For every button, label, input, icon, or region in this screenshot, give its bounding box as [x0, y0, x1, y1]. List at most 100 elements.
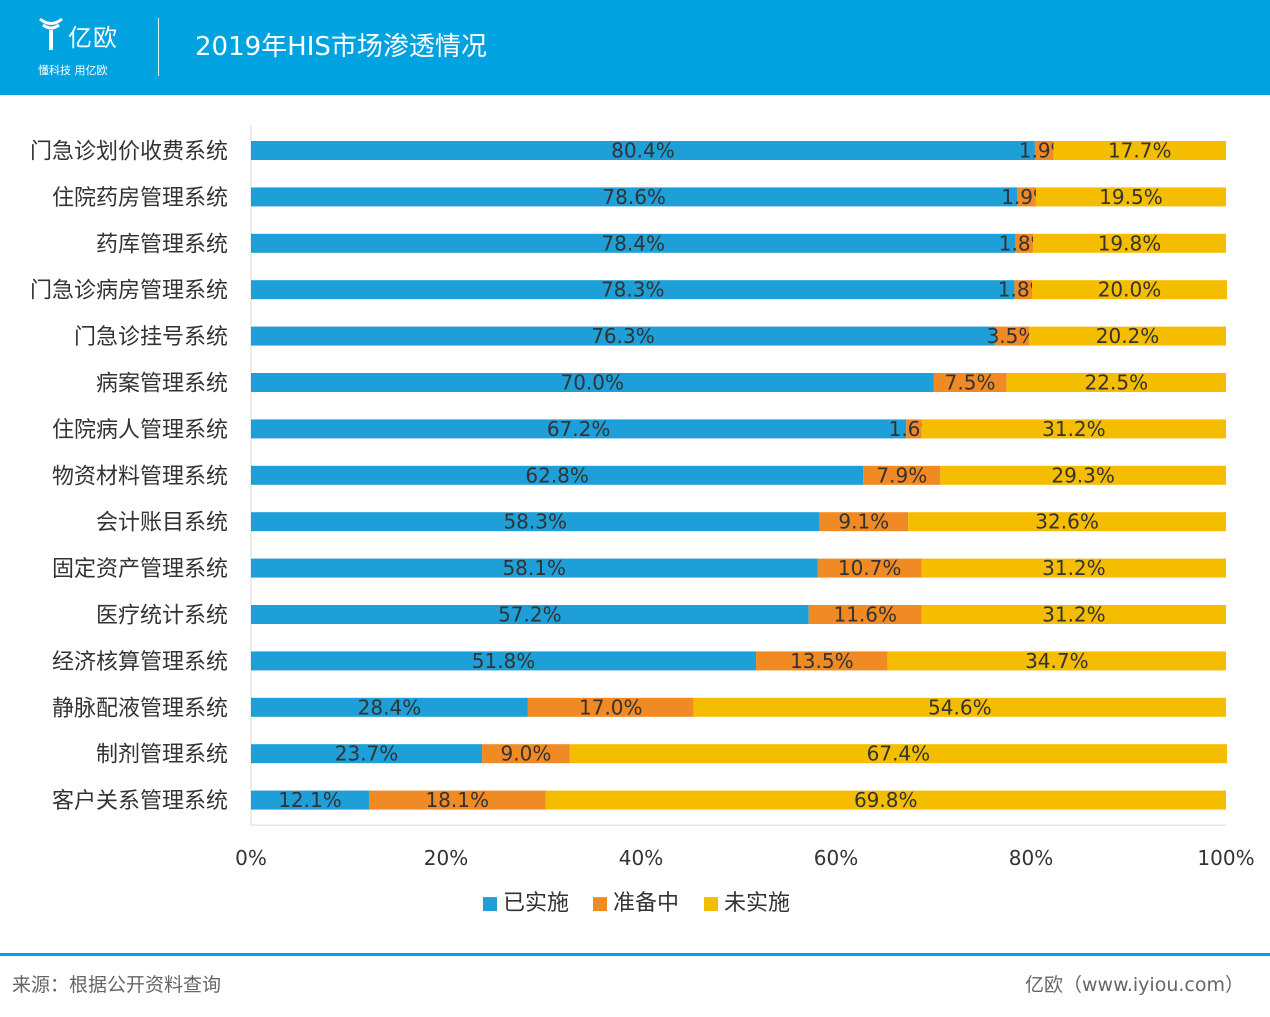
bar-segment-preparing — [527, 697, 694, 717]
data-label: 67.2% — [547, 417, 611, 441]
data-label: 20.0% — [1098, 278, 1162, 302]
data-label: 78.6% — [602, 185, 666, 209]
footer-divider — [0, 953, 1270, 956]
bar-segment-preparing — [994, 326, 1030, 346]
data-label: 19.8% — [1098, 231, 1162, 255]
bar-segment-not-implemented — [921, 419, 1226, 439]
bar-segment-implemented — [251, 744, 483, 764]
bar-segment-not-implemented — [1006, 373, 1226, 392]
legend-label: 已实施 — [503, 891, 569, 916]
category-label: 门急诊挂号系统 — [74, 325, 228, 350]
data-label: 29.3% — [1051, 463, 1115, 487]
data-label: 17.7% — [1108, 139, 1172, 163]
bar-segment-preparing — [863, 465, 941, 485]
bar-segment-not-implemented — [1053, 141, 1226, 160]
data-label: 3.5% — [987, 324, 1038, 348]
data-label: 7.5% — [945, 371, 996, 395]
bar-segment-implemented — [251, 419, 907, 439]
bar-segment-preparing — [482, 744, 570, 764]
bar-segment-not-implemented — [1031, 280, 1227, 300]
bar-segment-preparing — [906, 419, 922, 439]
category-label: 门急诊划价收费系统 — [30, 140, 228, 165]
legend-swatch — [704, 897, 718, 912]
legend-label: 未实施 — [724, 891, 790, 916]
header-divider — [158, 18, 159, 76]
data-label: 70.0% — [560, 371, 624, 395]
data-label: 9.0% — [501, 742, 552, 766]
data-label: 20.2% — [1096, 324, 1160, 348]
bar-segment-preparing — [808, 605, 922, 624]
legend-swatch — [593, 897, 607, 912]
logo-name: 亿欧 — [68, 24, 118, 52]
data-label: 9.1% — [838, 510, 889, 534]
x-tick-label: 40% — [619, 846, 663, 870]
bar-segment-preparing — [368, 790, 546, 810]
bar-segment-preparing — [819, 512, 909, 532]
source-note: 来源：根据公开资料查询 — [12, 974, 222, 996]
bar-segment-implemented — [251, 465, 864, 485]
bar-segment-preparing — [933, 373, 1007, 392]
bar-segment-not-implemented — [693, 697, 1226, 717]
chart-area: 门急诊划价收费系统 80.4% 1.9% 17.7% 住院药房管理系统 78.6% 1.9%… — [0, 95, 1270, 935]
data-label: 54.6% — [928, 695, 992, 719]
legend-swatch — [483, 897, 497, 912]
bar-segment-not-implemented — [1029, 326, 1226, 346]
category-label: 制剂管理系统 — [96, 743, 228, 768]
bar-segment-preparing — [1017, 187, 1036, 207]
bar-segment-implemented — [251, 141, 1035, 160]
logo-slogan: 懂科技 用亿欧 — [38, 64, 108, 77]
data-label: 62.8% — [525, 463, 589, 487]
data-label: 51.8% — [472, 649, 536, 673]
data-label: 31.2% — [1042, 603, 1106, 627]
bar-segment-not-implemented — [569, 744, 1227, 764]
bar-segment-implemented — [251, 790, 369, 810]
data-label: 57.2% — [498, 603, 562, 627]
page-title: 2019年HIS市场渗透情况 — [195, 32, 487, 62]
bar-segment-implemented — [251, 280, 1015, 300]
data-label: 58.1% — [502, 556, 566, 580]
data-label: 69.8% — [854, 788, 918, 812]
logo-icon — [39, 17, 63, 50]
data-label: 18.1% — [425, 788, 489, 812]
category-label: 医疗统计系统 — [96, 604, 228, 629]
data-label: 11.6% — [833, 603, 897, 627]
data-label: 10.7% — [838, 556, 902, 580]
data-label: 22.5% — [1085, 371, 1149, 395]
bar-segment-implemented — [251, 651, 757, 671]
data-label: 78.3% — [601, 278, 665, 302]
legend-label: 准备中 — [613, 891, 679, 916]
bar-segment-preparing — [817, 558, 922, 578]
data-label: 13.5% — [790, 649, 854, 673]
stacked-bar-chart: 门急诊划价收费系统 80.4% 1.9% 17.7%住院药房管理系统 78.6% 1.9%… — [30, 125, 1255, 916]
data-label: 19.5% — [1099, 185, 1163, 209]
category-label: 固定资产管理系统 — [52, 557, 228, 582]
data-label: 23.7% — [335, 742, 399, 766]
category-label: 会计账目系统 — [96, 511, 228, 536]
bar-segment-not-implemented — [545, 790, 1226, 810]
category-label: 客户关系管理系统 — [52, 789, 228, 814]
bar-segment-implemented — [251, 558, 818, 578]
data-label: 31.2% — [1042, 417, 1106, 441]
bar-segment-not-implemented — [921, 605, 1226, 624]
data-label: 12.1% — [278, 788, 342, 812]
bar-segment-not-implemented — [940, 465, 1226, 485]
bar-segment-not-implemented — [887, 651, 1226, 671]
data-label: 78.4% — [601, 231, 665, 255]
x-tick-label: 0% — [235, 846, 267, 870]
category-label: 病案管理系统 — [96, 372, 228, 397]
bar-segment-implemented — [251, 326, 995, 346]
category-label: 经济核算管理系统 — [52, 650, 228, 675]
category-label: 药库管理系统 — [96, 232, 228, 257]
bar-segment-not-implemented — [1035, 187, 1226, 207]
bar-segment-not-implemented — [1032, 233, 1226, 253]
bar-segment-preparing — [756, 651, 888, 671]
category-label: 物资材料管理系统 — [52, 464, 228, 489]
bar-segment-implemented — [251, 697, 528, 717]
category-label: 门急诊病房管理系统 — [30, 279, 228, 304]
category-label: 静脉配液管理系统 — [52, 696, 228, 721]
bar-segment-implemented — [251, 187, 1018, 207]
data-label: 34.7% — [1025, 649, 1089, 673]
x-tick-label: 80% — [1009, 846, 1053, 870]
bar-segment-not-implemented — [921, 558, 1226, 578]
category-label: 住院药房管理系统 — [52, 186, 228, 211]
